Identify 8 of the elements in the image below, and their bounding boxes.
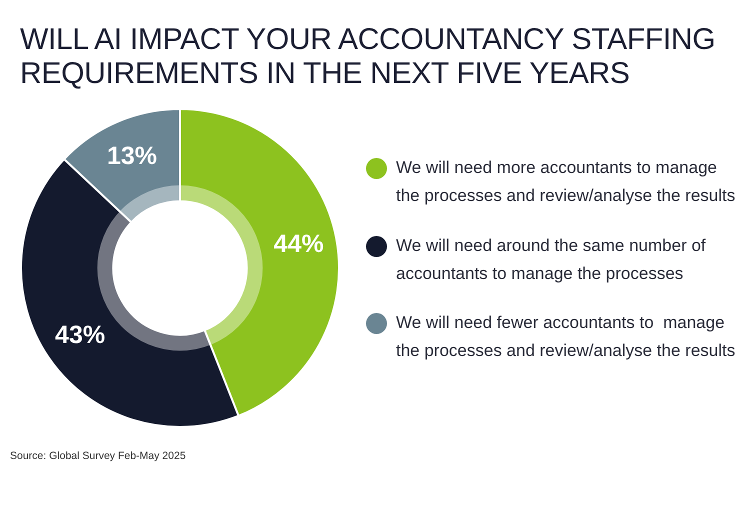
data-label: 43%	[55, 320, 106, 349]
legend-label: We will need more accountants to manage the processes and review/analyse the results	[396, 157, 736, 207]
source-note: Source: Global Survey Feb-May 2025	[10, 450, 186, 462]
legend-label: We will need fewer accountants to manage the processes and review/analyse the results	[396, 312, 736, 362]
data-label: 44%	[274, 230, 324, 258]
legend-label: We will need around the same number of accountants to manage the processes	[396, 234, 707, 284]
chart-title: WILL AI IMPACT YOUR ACCOUNTANCY STAFFING REQUIREMENTS IN THE NEXT FIVE YEARS	[20, 23, 716, 91]
data-label: 13%	[106, 142, 158, 170]
